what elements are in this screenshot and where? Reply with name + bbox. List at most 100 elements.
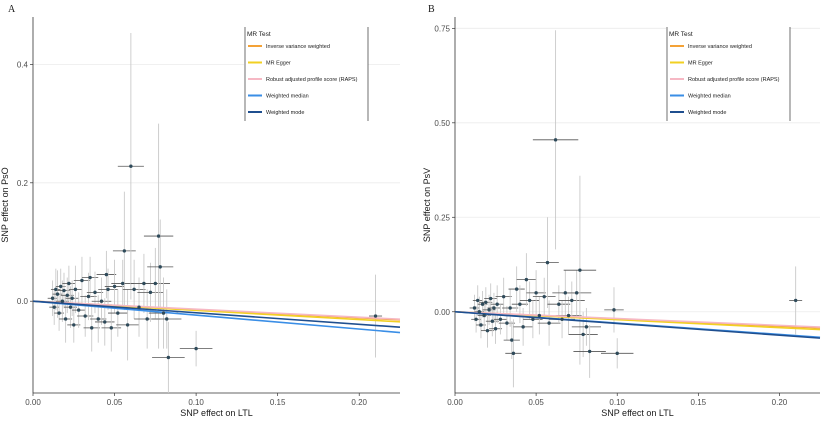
y-axis-title: SNP effect on PsO [0,167,10,242]
data-point [88,275,92,280]
data-point [99,299,104,303]
legend-item-label: Inverse variance weighted [266,44,330,50]
x-axis-title: SNP effect on LTL [180,408,253,418]
y-tick-label: 0.00 [434,308,450,317]
data-point [518,302,522,306]
data-point [514,287,519,291]
data-point [477,310,482,314]
data-point [142,281,146,286]
data-point [547,321,551,325]
data-point [50,296,55,300]
data-point [505,321,509,325]
data-point [563,291,568,295]
data-point [521,325,525,329]
data-point [537,313,542,318]
panel-a: A 0.00 0.05 0.10 0.15 0.20 0.0 0.2 0.4 SNP effect… [0,4,401,418]
data-point [76,308,81,312]
data-point [498,317,503,322]
data-point [373,314,378,318]
data-point [165,317,169,321]
data-point [531,317,535,322]
data-point [524,277,529,282]
data-point [145,317,149,321]
data-point [511,351,516,356]
y-tick-label: 0.4 [17,60,29,69]
data-point [122,249,127,253]
x-tick-label: 0.05 [528,398,544,407]
data-point [578,268,582,272]
data-point [501,294,506,299]
data-point [542,294,546,299]
legend-item-label: Weighted mode [688,110,726,116]
data-point [68,305,73,309]
data-point [587,349,592,354]
legend-item-label: Weighted mode [266,110,304,116]
data-point [485,328,490,333]
data-point [545,260,550,265]
x-tick-label: 0.20 [772,398,788,407]
legend-title: MR Test [247,31,271,38]
legend: MR Test Inverse variance weighted MR Egger… [244,27,369,121]
legend-item-label: Weighted median [266,94,309,100]
y-tick-label: 0.25 [434,213,450,222]
data-point [156,234,161,238]
data-point [116,311,120,315]
x-tick-label: 0.10 [609,398,625,407]
panel-letter: B [428,4,435,15]
y-tick-label: 0.75 [434,24,450,33]
data-point [148,290,153,295]
data-point [534,291,538,295]
mr-line [32,300,401,334]
y-tick-label: 0.50 [434,119,450,128]
legend-background [244,27,368,121]
data-point [479,323,483,327]
data-point [52,305,56,309]
data-point [57,311,61,315]
data-point [121,281,125,286]
data-point [158,265,162,269]
legend-background [666,27,790,121]
legend-item-label: MR Egger [688,61,713,67]
data-point [62,288,66,293]
data-point [104,272,109,277]
data-point [508,306,512,310]
data-point [166,355,171,360]
mr-line [454,310,821,339]
data-point [472,306,477,310]
data-point [510,338,514,342]
mr-line [32,300,401,321]
data-point [63,317,68,321]
data-point [112,284,117,289]
data-point [194,346,198,351]
data-point [570,298,574,303]
x-axis-title: SNP effect on LTL [601,408,674,418]
data-point [553,138,558,142]
data-point [560,317,564,322]
panel-letter: A [8,4,16,15]
y-tick-label: 0.0 [17,297,29,306]
data-point [161,311,166,315]
data-point [90,326,94,330]
legend-item-label: Inverse variance weighted [688,44,752,50]
data-point [566,313,571,318]
data-point [493,327,498,331]
data-point [137,305,141,309]
data-point [83,314,87,318]
data-point [490,319,495,323]
data-point [55,292,60,296]
data-point [125,323,130,327]
data-point [482,313,486,318]
data-point [584,325,589,329]
x-tick-label: 0.15 [270,398,286,407]
data-point [557,302,561,306]
data-point [106,287,110,292]
legend-item-label: Weighted median [688,94,731,100]
legend: MR Test Inverse variance weighted MR Egger… [666,27,791,121]
y-axis-title: SNP effect on PsV [422,168,432,242]
data-point [80,278,84,283]
legend-item-label: Robust adjusted profile score (RAPS) [688,77,780,83]
data-point [129,164,133,168]
data-point [495,302,499,306]
data-point [615,351,619,356]
